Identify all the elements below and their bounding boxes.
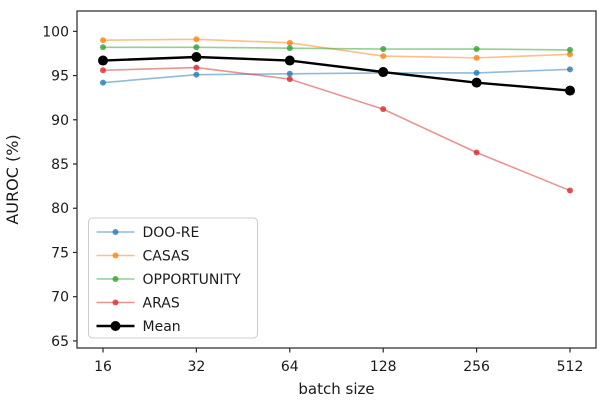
series-marker-doo-re [286,70,293,77]
y-tick-label: 100 [42,24,69,40]
series-marker-casas [100,37,106,44]
series-marker-opportunity [473,46,480,53]
series-marker-aras [286,76,293,83]
series-marker-opportunity [567,46,573,53]
legend-label-aras: ARAS [143,296,180,312]
x-axis-label: batch size [298,380,374,398]
series-marker-mean [191,51,202,62]
series-marker-aras [100,67,106,74]
series-marker-casas [286,39,293,46]
series-marker-casas [193,36,200,43]
plot-spines [76,10,597,349]
legend-item-opportunity: OPPORTUNITY [96,272,242,288]
series-marker-mean [98,55,108,66]
legend-label-opportunity: OPPORTUNITY [143,272,242,288]
y-axis-label: AUROC (%) [3,134,22,224]
series-marker-doo-re [193,71,200,78]
series-marker-casas [567,51,573,58]
series-marker-casas [380,53,387,60]
series-marker-opportunity [193,44,200,51]
y-tick-label: 95 [51,69,69,85]
y-tick-label: 65 [51,334,69,350]
x-tick-label: 32 [187,359,205,375]
legend-label-casas: CASAS [143,249,190,265]
series-line-doo-re [102,68,571,84]
series-marker-mean [471,77,482,88]
legend-item-doo-re: DOO-RE [96,225,200,241]
legend-label-mean: Mean [143,319,181,335]
series-marker-aras [380,106,387,113]
legend-item-aras: ARAS [96,296,180,312]
y-tick-label: 70 [51,290,69,306]
legend-sample-marker-doo-re [112,229,119,235]
legend-sample-marker-mean [110,321,121,331]
series-marker-aras [193,64,200,71]
series-line-aras [102,66,571,192]
legend-box [88,217,258,339]
x-tick-label: 512 [557,359,584,375]
series-line-mean [101,55,572,92]
series-line-casas [102,38,571,59]
series-line-opportunity [102,46,571,51]
x-tick-label: 128 [370,359,397,375]
legend-item-casas: CASAS [96,249,190,265]
legend-item-mean: Mean [96,319,181,335]
legend-sample-marker-aras [112,299,119,306]
series-marker-casas [473,54,480,61]
legend: DOO-RE CASAS OPPORTUNITY ARAS Mean [88,217,258,339]
series-marker-mean [565,85,575,96]
y-tick-label: 90 [51,113,69,129]
series-marker-mean [284,55,295,66]
series-marker-opportunity [286,45,293,52]
series-marker-aras [567,187,573,194]
y-tick-label: 85 [51,157,69,173]
series-marker-mean [378,67,389,78]
legend-sample-marker-opportunity [112,276,119,282]
series-marker-doo-re [100,79,106,86]
y-tick-label: 75 [51,245,69,261]
x-tick-label: 256 [463,359,490,375]
series-marker-opportunity [380,46,387,53]
x-tick-label: 16 [94,359,112,375]
legend-sample-marker-casas [112,252,119,259]
series-marker-doo-re [473,69,480,76]
y-tick-label: 80 [51,201,69,217]
series-marker-opportunity [100,44,106,51]
series-marker-doo-re [567,66,573,73]
series-marker-aras [473,149,480,156]
legend-label-doo-re: DOO-RE [143,225,200,241]
x-tick-label: 64 [281,359,299,375]
